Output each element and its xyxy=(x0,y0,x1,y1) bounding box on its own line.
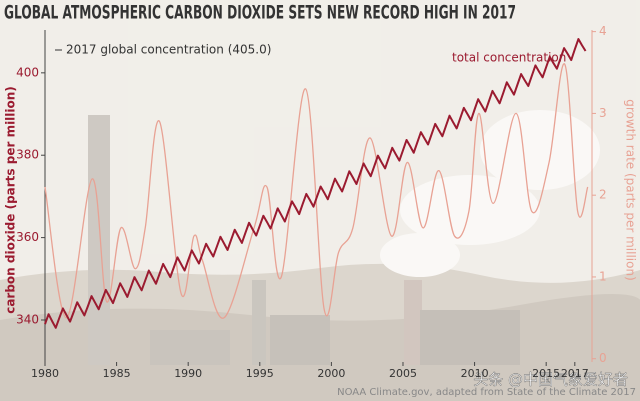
y2-tick-label: 0 xyxy=(599,351,607,365)
watermark: 头条 @中国气象爱好者 xyxy=(473,371,628,389)
source: NOAA Climate.gov, adapted from State of … xyxy=(337,387,636,398)
annotation: 2017 global concentration (405.0) xyxy=(66,43,271,57)
data-line xyxy=(44,63,589,319)
series-label: total concentration xyxy=(452,51,566,65)
x-tick-label: 2000 xyxy=(317,367,345,380)
y2-tick-label: 1 xyxy=(599,269,607,283)
x-tick-label: 2005 xyxy=(389,367,417,380)
x-tick-label: 1985 xyxy=(103,367,131,380)
y2-axis-label: growth rate (parts per million) xyxy=(624,99,638,281)
x-tick-label: 2010 xyxy=(461,367,489,380)
y-axis-label: carbon dioxide (parts per million) xyxy=(4,86,18,314)
y2-tick-label: 4 xyxy=(599,24,607,38)
data-line xyxy=(44,38,587,329)
y-tick-label: 360 xyxy=(16,230,39,244)
x-tick-label: 1980 xyxy=(31,367,59,380)
y2-tick-label: 2 xyxy=(599,188,607,202)
chart-title: GLOBAL ATMOSPHERIC CARBON DIOXIDE SETS N… xyxy=(4,2,516,24)
x-tick-label: 1990 xyxy=(174,367,202,380)
x-tick-label: 2015 xyxy=(532,367,560,380)
x-tick-label: 2017 xyxy=(561,367,589,380)
y2-tick-label: 3 xyxy=(599,106,607,120)
y-tick-label: 340 xyxy=(16,312,39,326)
y-tick-label: 380 xyxy=(16,148,39,162)
y-tick-label: 400 xyxy=(16,65,39,79)
x-tick-label: 1995 xyxy=(246,367,274,380)
